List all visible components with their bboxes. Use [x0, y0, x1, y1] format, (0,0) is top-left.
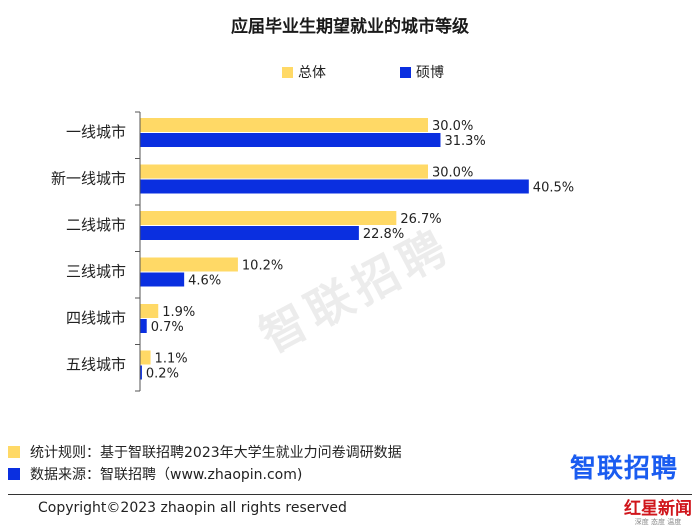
bar-postgrad [140, 226, 359, 240]
note-source-swatch [8, 468, 20, 480]
note-source: 数据来源：智联招聘（www.zhaopin.com) [8, 463, 402, 485]
category-label: 二线城市 [66, 216, 126, 234]
legend-label-overall: 总体 [298, 65, 326, 81]
bar-overall [140, 304, 159, 318]
data-label: 30.0% [432, 119, 473, 134]
bar-chart: 一线城市 30.0%31.3%新一线城市 30.0%40.5%二线城市 26.7%22… [51, 111, 574, 392]
category-label: 一线城市 [66, 123, 126, 141]
bar-overall [140, 257, 238, 272]
note-source-text: 数据来源：智联招聘（www.zhaopin.com) [30, 467, 303, 483]
bar-overall [140, 211, 397, 225]
data-label: 0.7% [151, 320, 184, 335]
footer-divider [8, 494, 692, 495]
category-label: 三线城市 [66, 263, 126, 281]
brand-logo: 智联招聘 [569, 454, 678, 484]
data-label: 30.0% [432, 166, 473, 181]
copyright-text: Copyright©2023 zhaopin all rights reserv… [38, 500, 347, 516]
bar-overall [140, 118, 428, 132]
bar-overall [140, 164, 428, 179]
data-label: 0.2% [146, 367, 179, 382]
data-label: 22.8% [363, 227, 404, 242]
category-label: 四线城市 [66, 309, 126, 327]
legend-item-postgrad: 硕博 [400, 62, 444, 82]
legend-item-overall: 总体 [282, 62, 326, 82]
data-label: 40.5% [533, 181, 574, 196]
legend-swatch-postgrad [400, 66, 411, 78]
data-label: 26.7% [400, 212, 441, 227]
publisher-name: 红星新闻 [624, 499, 692, 519]
publisher-tagline: 深度 态度 温度 [634, 518, 682, 526]
bar-postgrad [140, 179, 529, 194]
bar-postgrad [140, 319, 147, 333]
publisher-logo: 红星新闻 深度 态度 温度 [624, 494, 692, 527]
data-label: 1.9% [162, 305, 195, 320]
chart-title: 应届毕业生期望就业的城市等级 [231, 17, 469, 37]
note-rule: 统计规则：基于智联招聘2023年大学生就业力问卷调研数据 [8, 441, 402, 463]
bar-postgrad [140, 133, 441, 147]
footer-notes: 统计规则：基于智联招聘2023年大学生就业力问卷调研数据 数据来源：智联招聘（w… [8, 441, 402, 485]
data-label: 31.3% [444, 134, 485, 149]
note-rule-swatch [8, 446, 20, 458]
legend-label-postgrad: 硕博 [416, 65, 444, 81]
bar-postgrad [140, 272, 185, 287]
data-label: 1.1% [155, 352, 188, 367]
data-label: 10.2% [242, 259, 283, 274]
bar-overall [140, 350, 151, 365]
category-label: 五线城市 [66, 356, 126, 374]
legend-swatch-overall [282, 66, 293, 78]
note-rule-text: 统计规则：基于智联招聘2023年大学生就业力问卷调研数据 [30, 445, 402, 461]
category-label: 新一线城市 [51, 170, 126, 188]
data-label: 4.6% [188, 274, 221, 289]
bar-postgrad [140, 365, 142, 380]
